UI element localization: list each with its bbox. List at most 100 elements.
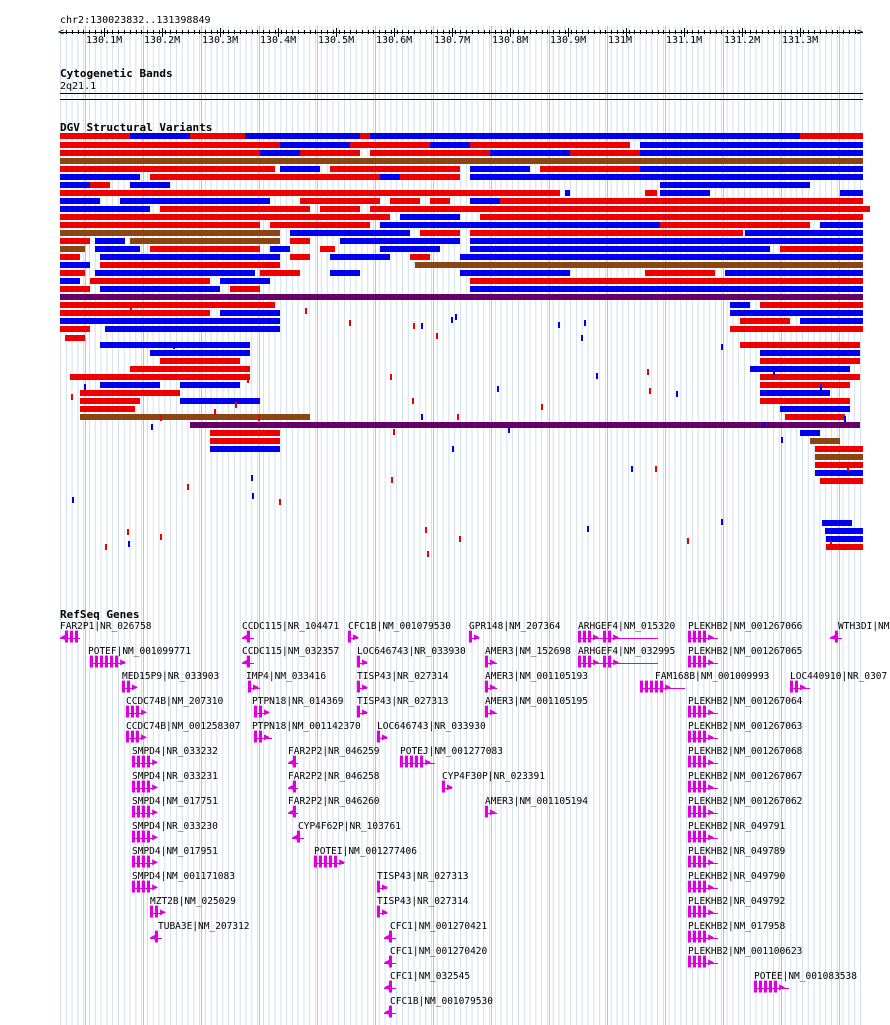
gene-model[interactable]: ▌▌▌▌▶: [688, 958, 718, 968]
gene-model[interactable]: ▌▶: [442, 782, 453, 793]
gene-label[interactable]: MED15P9|NR_033903: [122, 671, 220, 682]
dgv-variant[interactable]: [815, 446, 863, 452]
gene-model[interactable]: ▌▶: [485, 807, 497, 818]
gene-label[interactable]: SMPD4|NR_033231: [132, 771, 218, 782]
dgv-variant[interactable]: [60, 238, 90, 244]
dgv-variant[interactable]: [470, 286, 863, 292]
gene-model[interactable]: ▌▶: [377, 732, 388, 743]
gene-label[interactable]: PLEKHB2|NR_049792: [688, 896, 786, 907]
dgv-variant[interactable]: [60, 270, 85, 276]
gene-model[interactable]: ▌▌▌▌▌▶: [754, 983, 789, 993]
gene-label[interactable]: CCDC74B|NM_001258307: [126, 721, 241, 732]
gene-label[interactable]: FAM168B|NM_001009993: [655, 671, 770, 682]
dgv-variant[interactable]: [647, 369, 650, 376]
gene-model[interactable]: ▌▌▌▌▶: [132, 807, 158, 818]
dgv-variant[interactable]: [60, 206, 150, 212]
dgv-variant[interactable]: [760, 350, 860, 356]
gene-model[interactable]: ◀▌: [384, 982, 396, 993]
gene-model[interactable]: ▌▌▌▶ ▌▌▶: [578, 633, 658, 643]
gene-label[interactable]: PLEKHB2|NM_001267064: [688, 696, 803, 707]
dgv-variant[interactable]: [210, 430, 280, 436]
dgv-variant[interactable]: [80, 390, 180, 396]
dgv-variant[interactable]: [452, 445, 455, 452]
dgv-variant[interactable]: [320, 206, 360, 212]
dgv-variant[interactable]: [104, 544, 107, 551]
dgv-variant[interactable]: [800, 133, 863, 139]
gene-label[interactable]: POTEF|NM_001099771: [88, 646, 191, 657]
gene-model[interactable]: ▌▌▌▌▌▌▶: [90, 657, 126, 668]
dgv-variant[interactable]: [380, 174, 400, 180]
dgv-variant[interactable]: [210, 438, 280, 444]
dgv-variant[interactable]: [480, 214, 863, 220]
dgv-variant[interactable]: [721, 519, 724, 526]
dgv-variant[interactable]: [773, 368, 776, 375]
dgv-variant[interactable]: [300, 174, 380, 180]
dgv-variant[interactable]: [470, 230, 743, 236]
gene-model[interactable]: ▌▌▌▌▶: [688, 858, 718, 868]
dgv-variant[interactable]: [470, 166, 530, 172]
dgv-variant[interactable]: [455, 313, 458, 320]
gene-model[interactable]: ▌▶: [485, 707, 497, 718]
dgv-variant[interactable]: [60, 150, 260, 156]
dgv-variant[interactable]: [815, 462, 863, 468]
dgv-variant[interactable]: [819, 384, 822, 391]
ruler-right-arrow[interactable]: >: [857, 27, 864, 38]
dgv-variant[interactable]: [820, 478, 863, 484]
dgv-variant[interactable]: [300, 198, 380, 204]
dgv-variant[interactable]: [400, 214, 460, 220]
gene-label[interactable]: CYP4F30P|NR_023391: [442, 771, 545, 782]
dgv-variant[interactable]: [60, 198, 100, 204]
gene-model[interactable]: ▌▌▌▌▶: [132, 757, 158, 768]
dgv-variant[interactable]: [810, 438, 840, 444]
gene-model[interactable]: ▌▌▌▌▌▶: [314, 857, 345, 868]
gene-label[interactable]: ARHGEF4|NM_015320: [578, 621, 676, 632]
gene-label[interactable]: PLEKHB2|NM_001267065: [688, 646, 803, 657]
dgv-variant[interactable]: [130, 238, 280, 244]
dgv-variant[interactable]: [130, 182, 170, 188]
gene-model[interactable]: ▌▌▶: [790, 683, 810, 693]
gene-label[interactable]: PLEKHB2|NR_049789: [688, 846, 786, 857]
dgv-variant[interactable]: [847, 465, 850, 472]
dgv-variant[interactable]: [100, 342, 250, 348]
dgv-variant[interactable]: [290, 230, 410, 236]
gene-model[interactable]: ◀▌: [830, 632, 842, 643]
dgv-variant[interactable]: [60, 254, 80, 260]
gene-model[interactable]: ▌▌▌▌▶: [688, 808, 718, 818]
gene-label[interactable]: FAR2P1|NR_026758: [60, 621, 152, 632]
gene-model[interactable]: ▌▌▌▌▶: [688, 908, 718, 918]
gene-label[interactable]: TISP43|NR_027313: [377, 871, 469, 882]
gene-model[interactable]: ◀▌: [384, 932, 396, 943]
gene-label[interactable]: PLEKHB2|NM_001267062: [688, 796, 803, 807]
gene-model[interactable]: ▌▶: [377, 882, 388, 893]
dgv-variant[interactable]: [390, 477, 393, 484]
dgv-variant[interactable]: [60, 182, 90, 188]
dgv-variant[interactable]: [95, 270, 255, 276]
dgv-variant[interactable]: [95, 238, 125, 244]
dgv-variant[interactable]: [460, 222, 660, 228]
dgv-variant[interactable]: [540, 166, 640, 172]
dgv-variant[interactable]: [586, 526, 589, 533]
dgv-variant[interactable]: [750, 366, 850, 372]
dgv-variant[interactable]: [80, 414, 310, 420]
gene-label[interactable]: CFC1|NM_032545: [390, 971, 471, 982]
gene-model[interactable]: ◀▌: [384, 957, 396, 968]
dgv-variant[interactable]: [390, 198, 420, 204]
dgv-variant[interactable]: [740, 342, 860, 348]
dgv-variant[interactable]: [160, 206, 310, 212]
dgv-variant[interactable]: [160, 533, 163, 540]
dgv-variant[interactable]: [570, 150, 640, 156]
gene-label[interactable]: LOC646743|NR_033930: [377, 721, 486, 732]
gene-model[interactable]: ▌▌▌▌▶: [688, 658, 718, 668]
dgv-variant[interactable]: [456, 414, 459, 421]
gene-model[interactable]: ▌▶: [469, 632, 480, 643]
dgv-variant[interactable]: [60, 310, 210, 316]
dgv-variant[interactable]: [450, 316, 453, 323]
dgv-variant[interactable]: [214, 409, 217, 415]
dgv-variant[interactable]: [780, 246, 863, 252]
dgv-variant[interactable]: [320, 246, 335, 252]
gene-label[interactable]: SMPD4|NR_033230: [132, 821, 218, 832]
dgv-variant[interactable]: [60, 230, 280, 236]
dgv-variant[interactable]: [160, 358, 240, 364]
dgv-variant[interactable]: [580, 335, 583, 342]
dgv-variant[interactable]: [820, 222, 863, 228]
